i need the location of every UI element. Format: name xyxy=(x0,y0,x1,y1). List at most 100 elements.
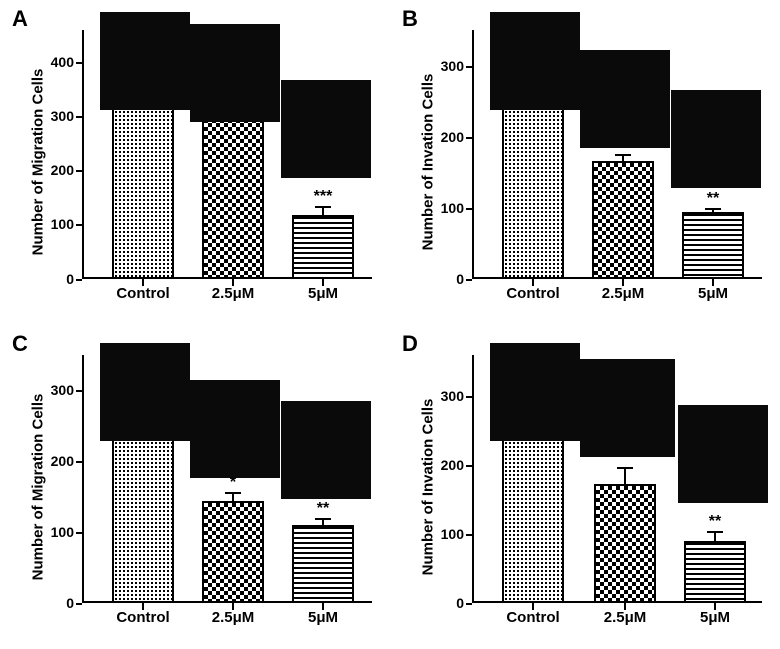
inset-image xyxy=(190,24,280,122)
error-cap xyxy=(707,531,723,533)
error-cap xyxy=(617,467,633,469)
error-bar xyxy=(624,467,626,484)
y-tick-label: 300 xyxy=(51,108,74,124)
x-category-label: 5μM xyxy=(698,285,728,302)
y-tick-label: 100 xyxy=(441,526,464,542)
y-axis xyxy=(82,355,84,604)
y-tick xyxy=(466,137,472,139)
inset-image xyxy=(490,12,580,110)
y-tick xyxy=(76,62,82,64)
panel-a: A Number of Migration Cells 0 100 200 300 40… xyxy=(0,0,390,325)
inset-image xyxy=(100,343,190,441)
y-axis-label: Number of Migration Cells xyxy=(30,69,47,256)
y-tick xyxy=(466,534,472,536)
panel-letter: C xyxy=(12,331,28,357)
error-cap xyxy=(315,518,331,520)
error-cap xyxy=(615,154,631,156)
y-axis-label: Number of Invation Cells xyxy=(420,74,437,251)
panel-c: C Number of Migration Cells 0100200300Co… xyxy=(0,325,390,649)
inset-image xyxy=(490,343,580,441)
y-tick xyxy=(76,116,82,118)
y-tick-label: 200 xyxy=(51,162,74,178)
y-tick xyxy=(76,603,82,605)
panel-b: B Number of Invation Cells 0100200300Con… xyxy=(390,0,780,325)
y-axis-label: Number of Invation Cells xyxy=(420,398,437,575)
y-tick-label: 100 xyxy=(51,216,74,232)
inset-image xyxy=(281,401,371,499)
panel-letter: B xyxy=(402,6,418,32)
bar xyxy=(502,88,564,279)
significance-marker: ** xyxy=(707,190,719,208)
bar xyxy=(682,212,744,278)
error-cap xyxy=(225,492,241,494)
chart-area-b: 0100200300Control2.5μM*5μM** xyxy=(472,30,762,279)
chart-area-c: 0100200300Control2.5μM*5μM** xyxy=(82,355,372,604)
inset-image xyxy=(281,80,371,178)
y-tick-label: 0 xyxy=(456,595,464,611)
y-tick-label: 300 xyxy=(441,58,464,74)
y-tick-label: 300 xyxy=(441,388,464,404)
y-tick-label: 0 xyxy=(66,595,74,611)
bar xyxy=(202,113,264,279)
bar xyxy=(112,435,174,603)
x-category-label: 5μM xyxy=(700,609,730,626)
y-tick-label: 0 xyxy=(66,271,74,287)
error-cap xyxy=(315,206,331,208)
y-tick-label: 200 xyxy=(441,457,464,473)
panel-letter: A xyxy=(12,6,28,32)
y-axis xyxy=(82,30,84,279)
inset-image xyxy=(580,359,675,457)
x-category-label: 5μM xyxy=(308,609,338,626)
y-tick xyxy=(466,208,472,210)
inset-image xyxy=(580,50,670,148)
bar xyxy=(594,484,656,603)
x-category-label: Control xyxy=(506,609,559,626)
y-tick-label: 200 xyxy=(441,129,464,145)
y-tick xyxy=(76,224,82,226)
y-tick xyxy=(76,532,82,534)
y-tick-label: 100 xyxy=(441,200,464,216)
y-tick xyxy=(76,390,82,392)
bar xyxy=(202,501,264,603)
x-category-label: 2.5μM xyxy=(212,285,255,302)
y-axis-label: Number of Migration Cells xyxy=(30,393,47,580)
y-tick xyxy=(466,396,472,398)
bar xyxy=(592,161,654,279)
x-category-label: 2.5μM xyxy=(602,285,645,302)
inset-image xyxy=(671,90,761,188)
bar xyxy=(502,415,564,603)
significance-marker: *** xyxy=(314,188,333,206)
panel-letter: D xyxy=(402,331,418,357)
y-tick xyxy=(466,465,472,467)
bar xyxy=(292,525,354,603)
y-tick-label: 200 xyxy=(51,453,74,469)
x-category-label: 5μM xyxy=(308,285,338,302)
inset-image xyxy=(190,380,280,478)
x-category-label: Control xyxy=(116,609,169,626)
y-axis xyxy=(472,355,474,604)
y-tick xyxy=(76,170,82,172)
inset-image xyxy=(678,405,768,503)
y-tick xyxy=(466,603,472,605)
y-tick-label: 0 xyxy=(456,271,464,287)
x-category-label: Control xyxy=(116,285,169,302)
y-tick xyxy=(466,279,472,281)
x-category-label: Control xyxy=(506,285,559,302)
bar xyxy=(684,541,746,603)
x-category-label: 2.5μM xyxy=(604,609,647,626)
panel-d: D Number of Invation Cells 0100200300Con… xyxy=(390,325,780,649)
figure-grid: A Number of Migration Cells 0 100 200 300 40… xyxy=(0,0,780,649)
y-tick-label: 100 xyxy=(51,524,74,540)
y-tick xyxy=(466,66,472,68)
y-tick xyxy=(76,279,82,281)
y-axis xyxy=(472,30,474,279)
bar xyxy=(292,215,354,278)
chart-area-d: 0100200300Control2.5μM*5μM** xyxy=(472,355,762,604)
significance-marker: ** xyxy=(317,500,329,518)
y-tick-label: 300 xyxy=(51,382,74,398)
x-category-label: 2.5μM xyxy=(212,609,255,626)
significance-marker: ** xyxy=(709,513,721,531)
inset-image xyxy=(100,12,190,110)
y-tick-label: 400 xyxy=(51,54,74,70)
error-cap xyxy=(705,208,721,210)
